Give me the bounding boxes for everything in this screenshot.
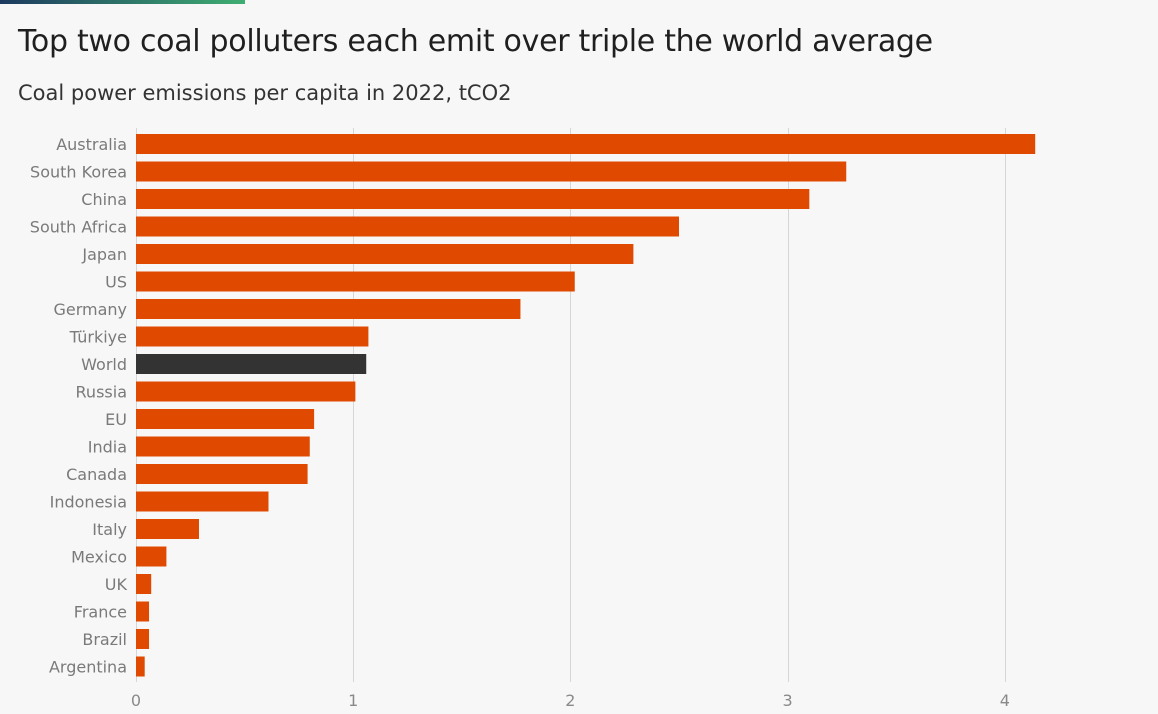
category-label: EU	[105, 410, 127, 429]
bar-us	[136, 271, 575, 292]
x-tick-labels: 0 1 2 3 4	[131, 691, 1010, 710]
bar-indonesia	[136, 491, 269, 512]
bar-layer	[136, 134, 1036, 677]
chart-title: Top two coal polluters each emit over tr…	[18, 24, 933, 59]
category-labels: Australia South Korea China South Africa Jap…	[30, 135, 128, 677]
bar-canada	[136, 464, 308, 484]
accent-bar	[0, 0, 245, 4]
category-label: South Africa	[30, 218, 127, 237]
bar-mexico	[136, 546, 167, 567]
x-tick-label: 0	[131, 691, 141, 710]
category-label: Russia	[76, 383, 127, 402]
bar-uk	[136, 574, 152, 594]
bar-japan	[136, 244, 634, 264]
category-label: Australia	[56, 135, 127, 154]
category-label: South Korea	[30, 163, 127, 182]
bar-brazil	[136, 629, 150, 649]
category-label: UK	[105, 575, 128, 594]
category-label: France	[74, 603, 127, 622]
category-label: India	[88, 438, 127, 457]
bar-india	[136, 436, 310, 457]
x-tick-label: 2	[565, 691, 575, 710]
category-label: Türkiye	[69, 328, 127, 347]
bar-eu	[136, 409, 315, 429]
category-label: Canada	[66, 465, 127, 484]
bar-türkiye	[136, 326, 369, 347]
category-label: US	[105, 273, 127, 292]
x-tick-label: 3	[783, 691, 793, 710]
bar-germany	[136, 299, 521, 319]
x-tick-label: 4	[1000, 691, 1010, 710]
category-label: Japan	[81, 245, 127, 264]
category-label: Mexico	[71, 548, 127, 567]
category-label: Argentina	[49, 658, 127, 677]
category-label: China	[81, 190, 127, 209]
grid-layer	[136, 128, 1006, 682]
bar-argentina	[136, 656, 145, 677]
category-label: Germany	[53, 300, 127, 319]
bar-south-korea	[136, 161, 847, 182]
bar-france	[136, 601, 150, 622]
bar-south-africa	[136, 216, 679, 237]
chart-subtitle: Coal power emissions per capita in 2022,…	[18, 81, 512, 105]
bar-italy	[136, 519, 199, 539]
bar-china	[136, 189, 810, 209]
bar-russia	[136, 381, 356, 402]
x-tick-label: 1	[348, 691, 358, 710]
bar-world	[136, 354, 367, 374]
category-label: Brazil	[82, 630, 127, 649]
category-label: Indonesia	[50, 493, 127, 512]
bar-australia	[136, 134, 1036, 154]
category-label: World	[81, 355, 127, 374]
category-label: Italy	[92, 520, 127, 539]
